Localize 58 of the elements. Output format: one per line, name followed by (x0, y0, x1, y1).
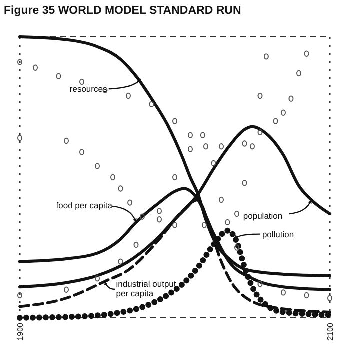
point (234, 210, 240, 218)
point (18, 59, 22, 66)
point (281, 290, 286, 296)
point (225, 219, 230, 226)
point (95, 276, 100, 282)
point (157, 208, 162, 214)
point (64, 138, 69, 144)
point (172, 174, 178, 181)
annotation: food per capita (56, 200, 113, 210)
point (149, 101, 154, 108)
point (258, 129, 263, 136)
point (219, 196, 224, 204)
point (80, 149, 84, 156)
point (18, 135, 22, 142)
annotation: resources (70, 84, 108, 94)
point (118, 186, 124, 192)
point (264, 54, 269, 60)
annotation: industrial output per capita (116, 278, 177, 298)
point (304, 292, 310, 299)
point (172, 118, 178, 124)
point (296, 70, 302, 77)
point (258, 92, 263, 100)
point (134, 242, 139, 248)
point (64, 286, 69, 293)
point (188, 146, 193, 152)
point (234, 244, 240, 251)
point (80, 78, 84, 86)
point (95, 163, 100, 170)
point (172, 222, 178, 228)
point (200, 132, 206, 138)
annotation: population (243, 210, 283, 221)
point (157, 216, 162, 223)
point (250, 143, 255, 150)
point (273, 118, 278, 124)
point (281, 110, 286, 116)
point (110, 174, 116, 181)
point (128, 200, 133, 206)
point (202, 222, 207, 228)
point (211, 160, 216, 167)
point (242, 140, 248, 147)
point (33, 64, 38, 72)
x-tick-label: 2100 (326, 322, 335, 341)
point (126, 92, 131, 100)
x-tick-label: 1900 (16, 322, 25, 341)
point (140, 214, 145, 220)
point (56, 73, 62, 80)
point (258, 281, 263, 288)
point (204, 143, 208, 150)
annotation: pollution (262, 229, 294, 240)
point (304, 50, 310, 57)
point (288, 96, 294, 102)
point (219, 143, 224, 150)
point (118, 258, 124, 265)
point (328, 295, 332, 302)
point (188, 132, 193, 138)
chart-title: Figure 35 WORLD MODEL STANDARD RUN (4, 5, 242, 17)
point (242, 180, 248, 186)
point (18, 292, 22, 299)
